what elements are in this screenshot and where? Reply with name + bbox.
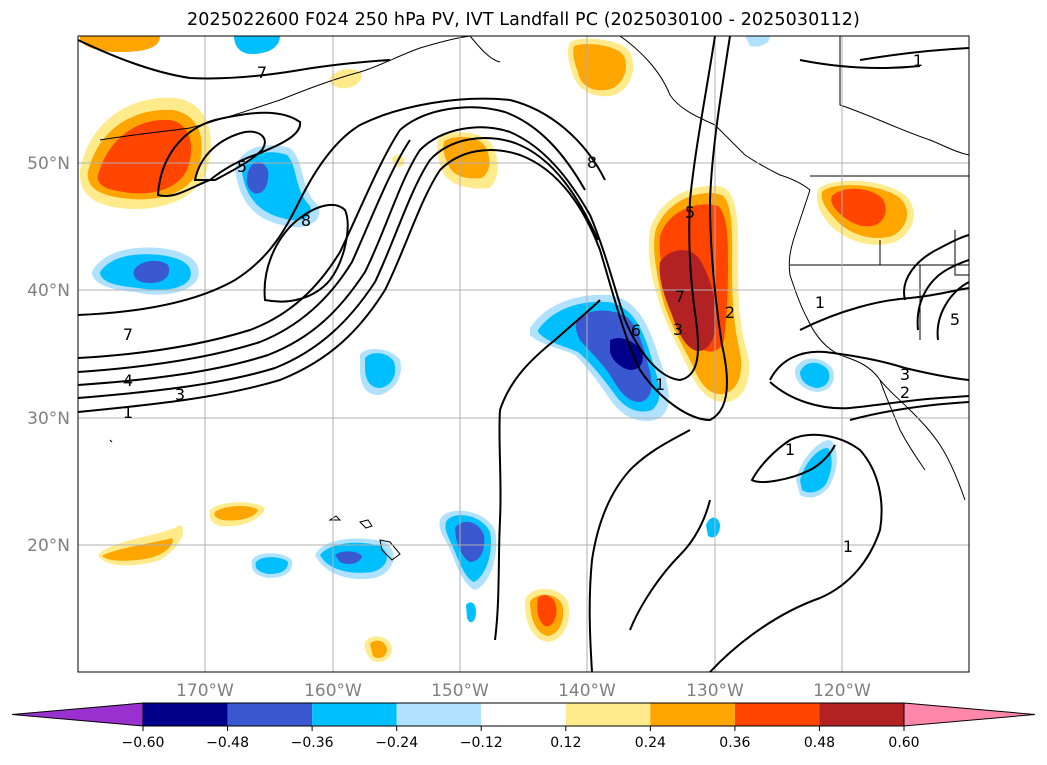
colorbar-segment (819, 703, 904, 726)
colorbar-segment (734, 703, 820, 726)
map-background (78, 36, 969, 672)
lat-tick-labels: 20°N 30°N 40°N 50°N (27, 154, 70, 556)
colorbar-segment (227, 703, 313, 726)
colorbar-segment (481, 703, 566, 726)
contour-label: 3 (900, 365, 910, 384)
shaded-fields (79, 36, 914, 662)
gridlines (78, 36, 969, 672)
contour-label: 2 (900, 383, 910, 402)
lon-tick-label: 160°W (304, 681, 362, 701)
contour-label: 5 (950, 310, 960, 329)
lat-tick-label: 40°N (27, 281, 70, 301)
contour-label: 1 (123, 403, 133, 422)
map-frame (77, 35, 970, 673)
map-title: 2025022600 F024 250 hPa PV, IVT Landfall… (187, 10, 860, 30)
lon-tick-label: 150°W (431, 681, 489, 701)
colorbar-tick-label: −0.12 (460, 735, 503, 751)
colorbar-extend-low (11, 702, 144, 727)
colorbar-tick-label: −0.36 (291, 735, 334, 751)
colorbar-tick-label: 0.36 (719, 735, 750, 751)
lon-tick-label: 170°W (176, 681, 234, 701)
colorbar-segment (396, 703, 482, 726)
colorbar-tick-label: 0.60 (888, 735, 919, 751)
lat-tick-label: 50°N (27, 154, 70, 174)
colorbar-segment (650, 703, 735, 726)
colorbar-tick-label: 0.24 (635, 735, 666, 751)
contour-label: 2 (725, 303, 735, 322)
contour-label: 7 (123, 325, 133, 344)
colorbar: −0.60 −0.48 −0.36 −0.24 −0.12 0.12 0.24 0.36 0.4… (11, 702, 1036, 751)
colorbar-tick-label: 0.48 (804, 735, 835, 751)
colorbar-tick-label: −0.60 (122, 735, 165, 751)
contour-labels: 7 5 8 8 7 4 3 1 1 1 1 1 2 3 3 5 7 6 5 1 … (123, 51, 960, 556)
contour-label: 6 (631, 321, 641, 340)
lon-tick-label: 120°W (813, 681, 871, 701)
lat-tick-label: 20°N (27, 536, 70, 556)
contour-label: 3 (175, 385, 185, 404)
lat-tick-label: 30°N (27, 409, 70, 429)
contour-label: 1 (913, 51, 923, 70)
contour-label: 1 (785, 440, 795, 459)
lon-tick-labels: 170°W 160°W 150°W 140°W 130°W 120°W (176, 681, 871, 701)
pv-contours (78, 36, 969, 672)
colorbar-outline (142, 702, 905, 727)
contour-label: 3 (673, 320, 683, 339)
lon-tick-label: 130°W (686, 681, 744, 701)
colorbar-tick-label: −0.24 (375, 735, 418, 751)
colorbar-tick-label: −0.48 (206, 735, 249, 751)
colorbar-tick-label: 0.12 (550, 735, 581, 751)
colorbar-segment (143, 703, 228, 726)
contour-label: 1 (655, 375, 665, 394)
contour-label: 1 (815, 293, 825, 312)
contour-label: 5 (237, 157, 247, 176)
contour-label: 7 (675, 287, 685, 306)
contour-label: 7 (257, 63, 267, 82)
colorbar-segment (565, 703, 651, 726)
contour-label: 8 (301, 211, 311, 230)
contour-label: 4 (123, 371, 133, 390)
contour-label: 5 (685, 203, 695, 222)
contour-label: 1 (843, 537, 853, 556)
colorbar-segment (312, 703, 397, 726)
colorbar-extend-high (903, 702, 1036, 727)
contour-label: 8 (587, 153, 597, 172)
coastlines (99, 36, 969, 561)
lon-tick-label: 140°W (558, 681, 616, 701)
